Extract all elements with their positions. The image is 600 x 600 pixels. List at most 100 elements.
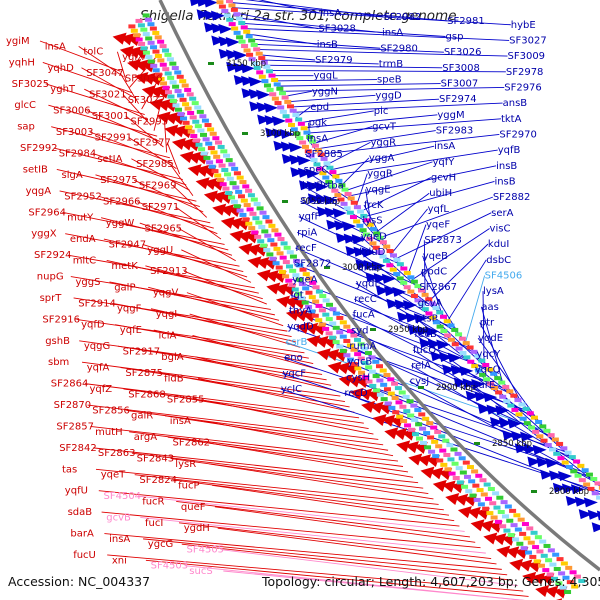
- gene-label-reverse[interactable]: fucP: [178, 480, 199, 491]
- gene-label-reverse[interactable]: SF2969: [139, 181, 177, 192]
- gene-label-forward[interactable]: SF2867: [419, 282, 457, 293]
- gene-label-reverse[interactable]: yqeT: [101, 470, 126, 481]
- gene-label-reverse[interactable]: SF2855: [167, 395, 205, 406]
- gene-label-reverse[interactable]: SF2947: [109, 239, 147, 250]
- gene-label-reverse[interactable]: metK: [111, 261, 138, 272]
- gene-label-forward[interactable]: thyA: [289, 306, 312, 317]
- gene-label-forward[interactable]: insA: [307, 133, 328, 144]
- gene-label-reverse[interactable]: SF3047: [86, 68, 124, 79]
- gene-label-forward[interactable]: fucA: [353, 310, 375, 321]
- gene-label-reverse[interactable]: lysR: [175, 459, 196, 470]
- gene-label-reverse[interactable]: SF3022: [128, 95, 166, 106]
- gene-label-reverse[interactable]: SF2842: [59, 443, 97, 454]
- gene-label-forward[interactable]: epd: [310, 102, 329, 113]
- gene-label-reverse[interactable]: yqfZ: [90, 384, 113, 395]
- gene-label-forward[interactable]: yqcB: [348, 357, 373, 368]
- gene-label-reverse[interactable]: mutY: [67, 213, 94, 224]
- gene-label-forward[interactable]: yqcQ: [475, 364, 501, 375]
- gene-label-forward[interactable]: cysH: [346, 372, 370, 383]
- gene-label-forward[interactable]: serA: [491, 208, 513, 219]
- gene-label-reverse[interactable]: fldB: [164, 373, 184, 384]
- gene-label-reverse[interactable]: yghT: [50, 84, 76, 95]
- gene-label-forward[interactable]: hybE: [511, 20, 536, 31]
- gene-label-forward[interactable]: cysJ: [410, 376, 430, 387]
- gene-label-reverse[interactable]: SF2971: [142, 202, 180, 213]
- gene-label-reverse[interactable]: SF2916: [42, 314, 80, 325]
- gene-label-forward[interactable]: yqeB: [423, 251, 448, 262]
- gene-label-reverse[interactable]: setIA: [97, 154, 122, 165]
- gene-label-forward[interactable]: yggL: [313, 71, 338, 82]
- gene-label-reverse[interactable]: ygdH: [184, 523, 210, 534]
- gene-label-reverse[interactable]: SF2991: [95, 132, 133, 143]
- gene-label-forward[interactable]: SF3028: [318, 24, 356, 35]
- gene-label-forward[interactable]: ptsP: [416, 314, 438, 325]
- gene-label-reverse[interactable]: insA: [170, 416, 191, 427]
- gene-label-reverse[interactable]: yqfE: [120, 325, 142, 336]
- gene-label-reverse[interactable]: sbm: [48, 357, 69, 368]
- gene-label-reverse[interactable]: SF2964: [28, 207, 66, 218]
- gene-label-forward[interactable]: yggR: [367, 169, 393, 180]
- gene-label-reverse[interactable]: gshB: [45, 336, 70, 347]
- gene-label-forward[interactable]: dsbC: [486, 255, 511, 266]
- gene-label-forward[interactable]: SF3008: [442, 63, 480, 74]
- gene-label-forward[interactable]: SF2978: [506, 67, 544, 78]
- gene-label-reverse[interactable]: galR: [131, 411, 153, 422]
- gene-label-forward[interactable]: speB: [377, 75, 402, 86]
- gene-label-forward[interactable]: SF2873: [424, 235, 462, 246]
- gene-label-reverse[interactable]: SF4504: [104, 491, 142, 502]
- gene-label-reverse[interactable]: sucS: [189, 566, 212, 577]
- gene-label-forward[interactable]: lgt: [291, 290, 304, 301]
- gene-label-reverse[interactable]: yqgV: [153, 288, 179, 299]
- gene-label-reverse[interactable]: yqgA: [26, 186, 52, 197]
- gene-label-reverse[interactable]: SF2824: [139, 475, 177, 486]
- gene-label-reverse[interactable]: yggS: [76, 277, 101, 288]
- gene-label-forward[interactable]: ptr: [480, 317, 495, 328]
- gene-label-reverse[interactable]: yqhH: [9, 57, 35, 68]
- gene-label-forward[interactable]: araE: [357, 263, 380, 274]
- gene-label-reverse[interactable]: sap: [17, 122, 35, 133]
- gene-label-reverse[interactable]: SF4503: [151, 561, 189, 572]
- gene-label-reverse[interactable]: ygiM: [6, 36, 30, 47]
- gene-label-forward[interactable]: lysS: [362, 216, 382, 227]
- gene-label-forward[interactable]: yqfY: [432, 157, 455, 168]
- gene-label-reverse[interactable]: nupG: [37, 272, 64, 283]
- gene-label-reverse[interactable]: SF3036: [125, 73, 163, 84]
- gene-label-reverse[interactable]: mltC: [73, 255, 96, 266]
- gene-label-reverse[interactable]: SF3025: [12, 79, 50, 90]
- gene-label-reverse[interactable]: ygiX: [122, 52, 144, 63]
- gene-label-reverse[interactable]: bglA: [161, 352, 183, 363]
- gene-label-forward[interactable]: insA: [434, 141, 455, 152]
- gene-label-forward[interactable]: SF3007: [441, 79, 479, 90]
- gene-label-reverse[interactable]: SF2966: [103, 197, 141, 208]
- gene-label-forward[interactable]: yqeF: [426, 220, 450, 231]
- gene-label-forward[interactable]: recB: [415, 329, 438, 340]
- gene-label-forward[interactable]: recC: [354, 294, 377, 305]
- gene-label-reverse[interactable]: insA: [45, 41, 66, 52]
- gene-label-reverse[interactable]: SF2985: [136, 159, 174, 170]
- gene-label-forward[interactable]: yggM: [437, 110, 464, 121]
- gene-label-reverse[interactable]: sprT: [40, 293, 63, 304]
- gene-label-forward[interactable]: SF3027: [509, 35, 547, 46]
- gene-label-forward[interactable]: yqeA: [292, 274, 317, 285]
- gene-label-forward[interactable]: gcvH: [431, 173, 456, 184]
- gene-label-reverse[interactable]: SF2868: [128, 389, 166, 400]
- gene-label-forward[interactable]: lysA: [483, 286, 504, 297]
- gene-label-forward[interactable]: pgk: [309, 118, 328, 129]
- gene-label-forward[interactable]: csrB: [286, 337, 308, 348]
- gene-label-reverse[interactable]: yqfD: [81, 320, 105, 331]
- gene-label-reverse[interactable]: fucU: [73, 550, 96, 561]
- gene-label-reverse[interactable]: yqfA: [87, 363, 110, 374]
- gene-label-reverse[interactable]: SF2975: [100, 175, 138, 186]
- gene-label-reverse[interactable]: yggW: [106, 218, 135, 229]
- gene-label-forward[interactable]: yqfB: [498, 145, 521, 156]
- gene-label-reverse[interactable]: setIB: [23, 164, 48, 175]
- gene-label-forward[interactable]: rpiA: [297, 227, 317, 238]
- gene-label-forward[interactable]: relA: [411, 361, 431, 372]
- gene-label-forward[interactable]: SF2974: [439, 94, 477, 105]
- gene-label-reverse[interactable]: insA: [109, 534, 130, 545]
- gene-label-reverse[interactable]: SF2924: [34, 250, 72, 261]
- gene-label-forward[interactable]: SF2970: [499, 129, 537, 140]
- gene-label-reverse[interactable]: SF2856: [92, 405, 130, 416]
- gene-label-forward[interactable]: yqeD: [361, 231, 387, 242]
- gene-label-reverse[interactable]: SF3001: [92, 111, 130, 122]
